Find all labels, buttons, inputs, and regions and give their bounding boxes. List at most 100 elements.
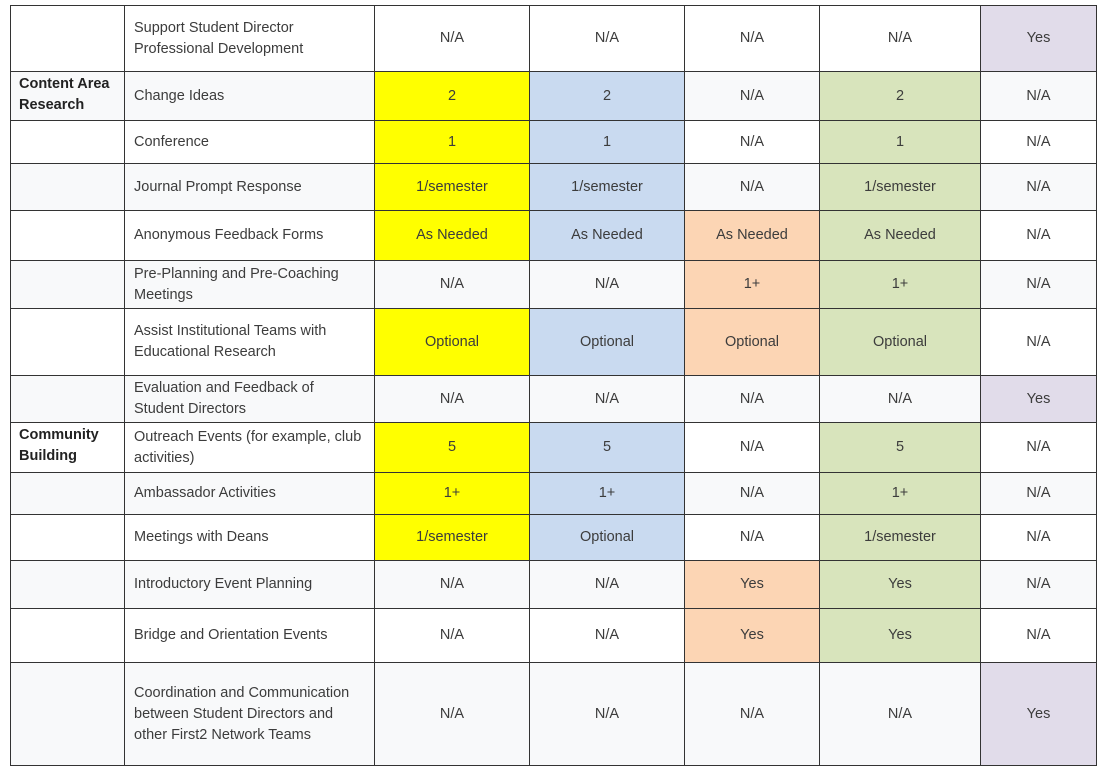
staffing-table: Support Student Director Professional De…	[10, 5, 1097, 766]
item-cell: Outreach Events (for example, club activ…	[124, 422, 375, 473]
value-cell: N/A	[684, 5, 820, 72]
value-cell: 2	[529, 71, 685, 121]
value-cell: N/A	[529, 5, 685, 72]
item-cell: Bridge and Orientation Events	[124, 608, 375, 663]
table-row: Pre-Planning and Pre-Coaching Meetings N/…	[10, 260, 1097, 309]
value-cell: N/A	[980, 163, 1097, 211]
value-cell: As Needed	[684, 210, 820, 261]
table-row: Journal Prompt Response 1/semester 1/semes…	[10, 163, 1097, 211]
value-cell: N/A	[529, 375, 685, 423]
value-cell: 2	[374, 71, 530, 121]
value-cell: Yes	[980, 5, 1097, 72]
table-row: Coordination and Communication between S…	[10, 662, 1097, 766]
category-cell	[10, 308, 125, 376]
item-cell: Introductory Event Planning	[124, 560, 375, 609]
value-cell: As Needed	[374, 210, 530, 261]
item-cell: Anonymous Feedback Forms	[124, 210, 375, 261]
value-cell: N/A	[819, 662, 981, 766]
value-cell: 1/semester	[819, 163, 981, 211]
value-cell: N/A	[374, 260, 530, 309]
value-cell: Yes	[684, 608, 820, 663]
value-cell: N/A	[684, 375, 820, 423]
value-cell: Yes	[980, 375, 1097, 423]
value-cell: N/A	[529, 608, 685, 663]
value-cell: N/A	[980, 422, 1097, 473]
category-cell	[10, 375, 125, 423]
value-cell: N/A	[684, 472, 820, 515]
value-cell: N/A	[684, 120, 820, 164]
value-cell: N/A	[684, 163, 820, 211]
value-cell: 1/semester	[374, 514, 530, 561]
category-cell	[10, 472, 125, 515]
value-cell: 5	[374, 422, 530, 473]
value-cell: Optional	[684, 308, 820, 376]
item-cell: Pre-Planning and Pre-Coaching Meetings	[124, 260, 375, 309]
value-cell: N/A	[980, 514, 1097, 561]
value-cell: N/A	[980, 210, 1097, 261]
table-row: Bridge and Orientation Events N/A N/A Yes Ye…	[10, 608, 1097, 663]
table-row: Anonymous Feedback Forms As Needed As Need…	[10, 210, 1097, 261]
category-cell	[10, 163, 125, 211]
value-cell: N/A	[374, 5, 530, 72]
value-cell: N/A	[684, 514, 820, 561]
value-cell: 1/semester	[819, 514, 981, 561]
value-cell: Optional	[819, 308, 981, 376]
item-cell: Meetings with Deans	[124, 514, 375, 561]
table-row: Ambassador Activities 1+ 1+ N/A 1+ N/A	[10, 472, 1097, 515]
value-cell: N/A	[529, 560, 685, 609]
value-cell: 1+	[684, 260, 820, 309]
value-cell: N/A	[529, 662, 685, 766]
category-cell: Community Building	[10, 422, 125, 473]
table-row: Evaluation and Feedback of Student Direc…	[10, 375, 1097, 423]
table-row: Meetings with Deans 1/semester Optional N/A…	[10, 514, 1097, 561]
value-cell: N/A	[980, 260, 1097, 309]
item-cell: Support Student Director Professional De…	[124, 5, 375, 72]
value-cell: 1+	[819, 472, 981, 515]
value-cell: 5	[819, 422, 981, 473]
value-cell: N/A	[529, 260, 685, 309]
value-cell: N/A	[819, 375, 981, 423]
value-cell: As Needed	[819, 210, 981, 261]
value-cell: 1+	[374, 472, 530, 515]
value-cell: Optional	[529, 308, 685, 376]
item-cell: Evaluation and Feedback of Student Direc…	[124, 375, 375, 423]
category-cell	[10, 120, 125, 164]
table-row: Support Student Director Professional De…	[10, 5, 1097, 72]
value-cell: N/A	[684, 71, 820, 121]
value-cell: As Needed	[529, 210, 685, 261]
value-cell: 1	[374, 120, 530, 164]
value-cell: N/A	[374, 560, 530, 609]
value-cell: Yes	[980, 662, 1097, 766]
value-cell: 1+	[819, 260, 981, 309]
value-cell: 1/semester	[374, 163, 530, 211]
category-cell	[10, 260, 125, 309]
value-cell: N/A	[980, 120, 1097, 164]
category-cell	[10, 608, 125, 663]
item-cell: Conference	[124, 120, 375, 164]
value-cell: N/A	[980, 308, 1097, 376]
value-cell: N/A	[684, 662, 820, 766]
item-cell: Journal Prompt Response	[124, 163, 375, 211]
category-cell	[10, 5, 125, 72]
table-row: Conference 1 1 N/A 1 N/A	[10, 120, 1097, 164]
value-cell: N/A	[374, 608, 530, 663]
value-cell: 5	[529, 422, 685, 473]
value-cell: 1+	[529, 472, 685, 515]
table-row: Introductory Event Planning N/A N/A Yes Yes N…	[10, 560, 1097, 609]
value-cell: 2	[819, 71, 981, 121]
value-cell: Yes	[819, 608, 981, 663]
table-wrapper: Support Student Director Professional De…	[10, 5, 1097, 766]
value-cell: 1/semester	[529, 163, 685, 211]
item-cell: Ambassador Activities	[124, 472, 375, 515]
value-cell: Yes	[819, 560, 981, 609]
value-cell: N/A	[374, 375, 530, 423]
category-cell: Content Area Research	[10, 71, 125, 121]
value-cell: Optional	[529, 514, 685, 561]
value-cell: Optional	[374, 308, 530, 376]
category-cell	[10, 514, 125, 561]
table-row: Assist Institutional Teams with Educatio…	[10, 308, 1097, 376]
item-cell: Coordination and Communication between S…	[124, 662, 375, 766]
value-cell: N/A	[980, 71, 1097, 121]
category-cell	[10, 662, 125, 766]
table-row: Content Area Research Change Ideas 2 2 N/A 2 N…	[10, 71, 1097, 121]
